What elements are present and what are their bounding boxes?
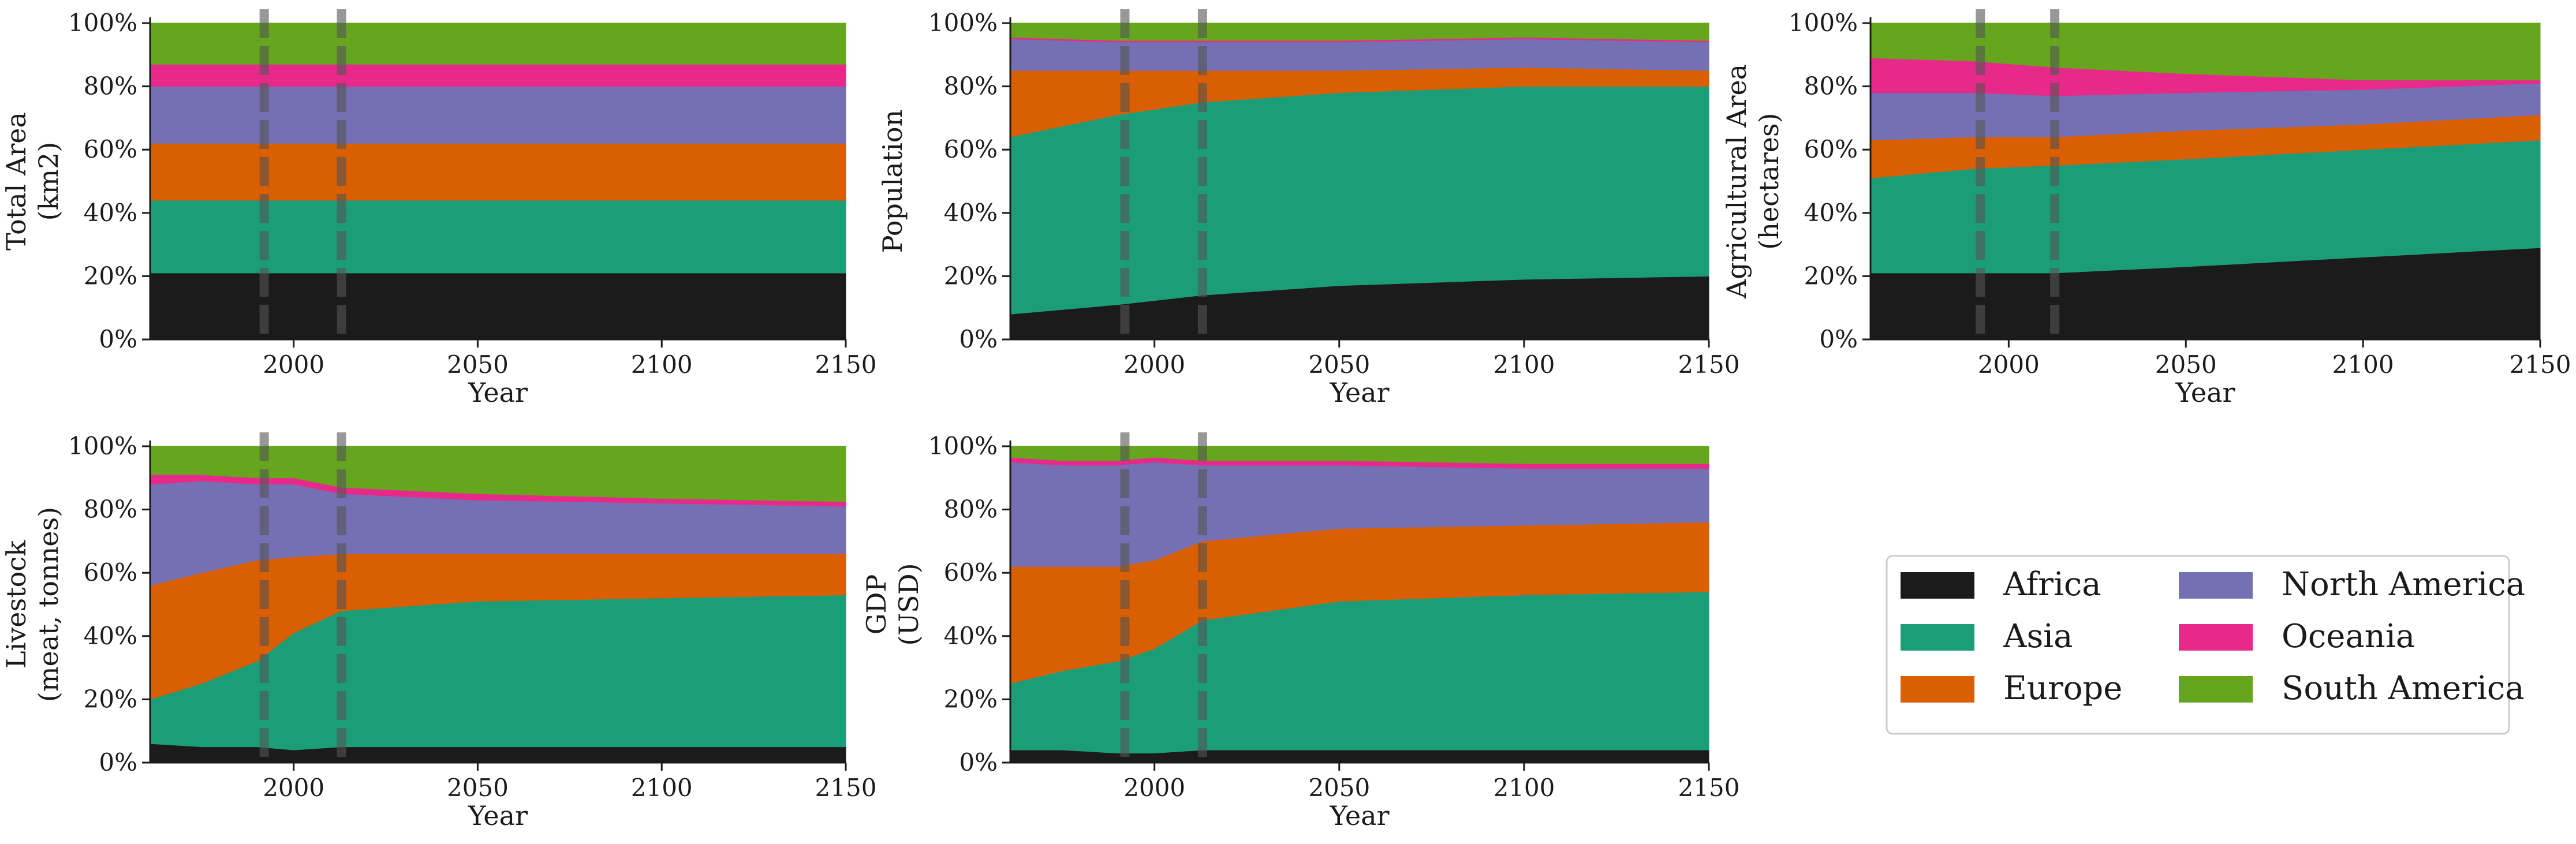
x-tick-label: 2100 — [2332, 350, 2394, 379]
area-south-america — [1010, 23, 1709, 41]
x-tick-label: 2050 — [447, 350, 509, 379]
legend-swatch-asia — [1901, 624, 1974, 651]
area-oceania — [150, 64, 846, 87]
y-axis-label: Population — [877, 110, 908, 253]
y-tick-label: 80% — [944, 495, 998, 524]
y-axis-label: (meat, tonnes) — [33, 507, 64, 702]
x-tick-label: 2050 — [1308, 774, 1370, 802]
y-tick-label: 0% — [99, 748, 137, 776]
chart-panel-1: 0% 20% 40% 60% 80% 100% 2000 2050 2100 2150 Year To… — [1, 9, 876, 408]
x-tick-label: 2100 — [631, 350, 693, 379]
area-north-america — [1010, 38, 1709, 71]
chart-panel-3: 0% 20% 40% 60% 80% 100% 2000 2050 2100 2150 Year Ag… — [1721, 9, 2571, 408]
x-tick-label: 2100 — [1493, 774, 1555, 802]
y-tick-label: 100% — [928, 432, 998, 460]
y-tick-label: 0% — [959, 325, 998, 353]
area-south-america — [150, 23, 846, 65]
x-axis-label: Year — [1329, 800, 1389, 831]
y-tick-label: 40% — [84, 622, 137, 650]
y-tick-label: 20% — [1804, 262, 1858, 290]
legend-swatch-oceania — [2179, 624, 2253, 651]
x-axis-label: Year — [468, 377, 528, 408]
x-tick-label: 2000 — [263, 350, 324, 379]
y-tick-label: 60% — [944, 135, 998, 163]
y-tick-label: 0% — [959, 748, 998, 776]
y-tick-label: 20% — [944, 685, 998, 713]
y-axis-label: Livestock — [1, 540, 32, 669]
area-north-america — [150, 86, 846, 144]
area-south-america — [150, 446, 846, 502]
x-tick-label: 2100 — [631, 774, 693, 802]
y-tick-label: 40% — [84, 199, 137, 227]
y-tick-label: 40% — [1804, 199, 1858, 227]
chart-panel-5: 0% 20% 40% 60% 80% 100% 2000 2050 2100 2150 Year GD… — [861, 432, 1739, 831]
x-tick-label: 2050 — [447, 774, 509, 802]
y-axis-label: (hectares) — [1753, 113, 1784, 249]
x-axis-label: Year — [468, 800, 528, 831]
x-tick-label: 2150 — [1678, 350, 1740, 379]
y-tick-label: 40% — [944, 622, 998, 650]
x-tick-label: 2100 — [1493, 350, 1555, 379]
legend-label-oceania: Oceania — [2282, 618, 2415, 655]
y-tick-label: 20% — [944, 262, 998, 290]
y-tick-label: 60% — [84, 135, 137, 163]
legend-swatch-south-america — [2179, 676, 2253, 703]
y-axis-label: Total Area — [1, 112, 32, 251]
y-axis-label: GDP — [861, 574, 892, 635]
x-tick-label: 2150 — [2510, 350, 2571, 379]
x-tick-label: 2000 — [263, 774, 324, 802]
area-south-america — [1010, 446, 1709, 464]
legend-label-north-america: North America — [2282, 566, 2525, 603]
x-axis-label: Year — [2175, 377, 2235, 408]
y-axis-label: (USD) — [893, 563, 924, 645]
y-tick-label: 80% — [1804, 72, 1858, 100]
y-tick-label: 60% — [944, 558, 998, 587]
y-axis-label: (km2) — [33, 142, 64, 221]
y-tick-label: 0% — [99, 325, 137, 353]
y-tick-label: 80% — [944, 72, 998, 100]
legend-label-asia: Asia — [2003, 618, 2073, 655]
x-tick-label: 2050 — [1308, 350, 1370, 379]
y-tick-label: 0% — [1819, 325, 1858, 353]
y-tick-label: 60% — [84, 558, 137, 587]
y-tick-label: 100% — [928, 9, 998, 37]
area-africa — [150, 272, 846, 340]
y-tick-label: 80% — [84, 72, 137, 100]
y-tick-label: 20% — [84, 262, 137, 290]
legend-swatch-africa — [1901, 572, 1974, 599]
area-europe — [150, 143, 846, 201]
legend-label-africa: Africa — [2003, 566, 2101, 603]
x-tick-label: 2000 — [1123, 774, 1185, 802]
x-tick-label: 2150 — [1678, 774, 1740, 802]
legend: Africa Asia Europe North America Oceania Sout… — [1886, 555, 2525, 735]
x-tick-label: 2150 — [815, 774, 877, 802]
x-tick-label: 2150 — [815, 350, 877, 379]
y-tick-label: 100% — [68, 432, 137, 460]
legend-swatch-north-america — [2179, 572, 2253, 599]
y-tick-label: 80% — [84, 495, 137, 524]
chart-panel-2: 0% 20% 40% 60% 80% 100% 2000 2050 2100 2150 Year Po… — [877, 9, 1739, 408]
x-tick-label: 2000 — [1123, 350, 1185, 379]
area-asia — [150, 200, 846, 274]
chart-panel-4: 0% 20% 40% 60% 80% 100% 2000 2050 2100 2150 Year Li… — [1, 432, 876, 831]
y-tick-label: 20% — [84, 685, 137, 713]
y-tick-label: 100% — [68, 9, 137, 37]
x-tick-label: 2000 — [1978, 350, 2040, 379]
legend-label-europe: Europe — [2003, 670, 2122, 707]
legend-label-south-america: South America — [2282, 670, 2525, 707]
x-tick-label: 2050 — [2155, 350, 2217, 379]
y-tick-label: 100% — [1789, 9, 1858, 37]
x-axis-label: Year — [1329, 377, 1389, 408]
y-tick-label: 40% — [944, 199, 998, 227]
legend-swatch-europe — [1901, 676, 1974, 703]
y-axis-label: Agricultural Area — [1721, 64, 1752, 299]
y-tick-label: 60% — [1804, 135, 1858, 163]
